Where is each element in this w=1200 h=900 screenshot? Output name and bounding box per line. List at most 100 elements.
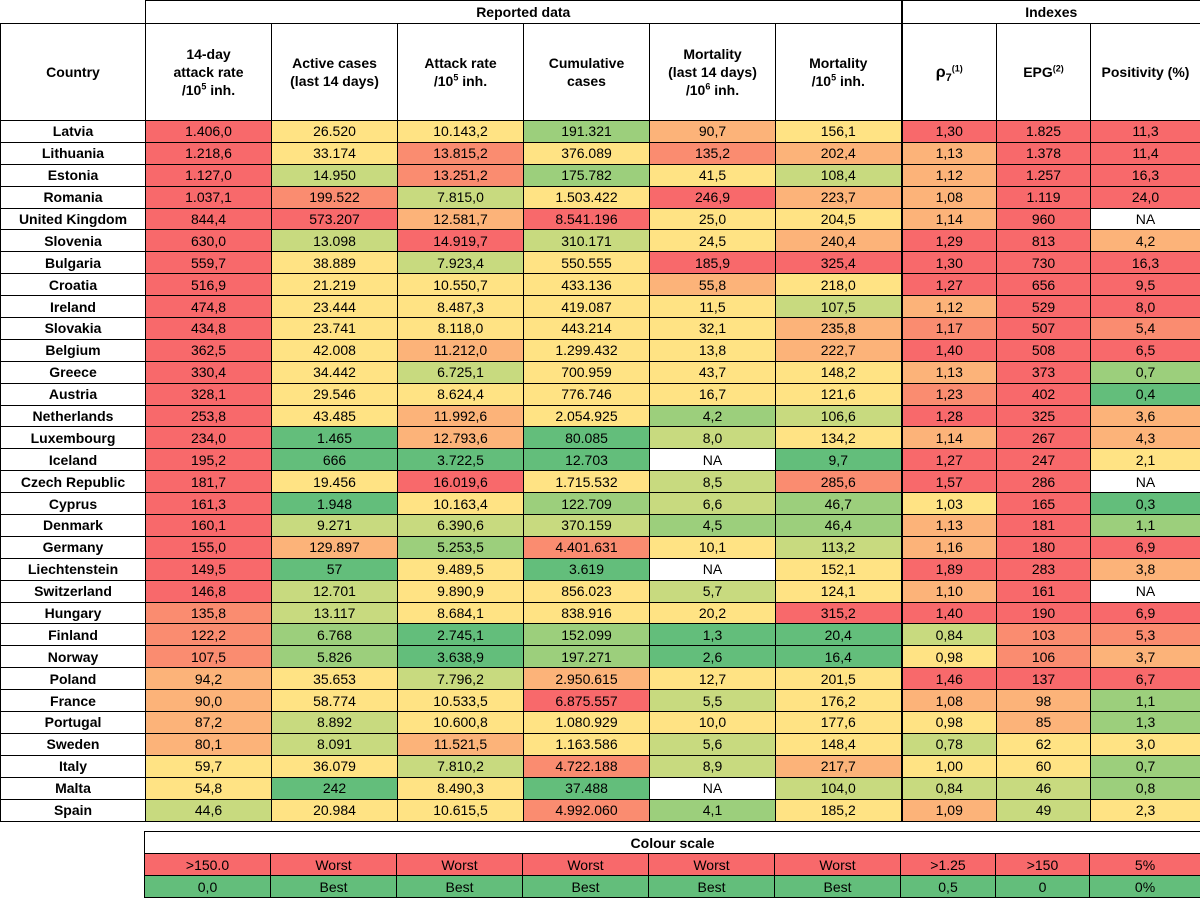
active-cases-cell: 42.008 (271, 338, 398, 362)
attack-rate-14day-cell: 80,1 (145, 732, 272, 756)
mortality-cell: 46,7 (775, 492, 902, 516)
label-line: Attack rate (424, 55, 497, 71)
table-row: Czech Republic 181,7 19.456 16.019,6 1.715.5… (0, 470, 1200, 494)
positivity-cell: 8,0 (1089, 295, 1200, 319)
attack-rate-14day-cell: 54,8 (145, 776, 272, 800)
label-sup: 5 (201, 81, 207, 92)
mortality-14days-cell: 5,7 (649, 579, 776, 603)
rho7-cell: 1,12 (900, 163, 997, 187)
rho7-cell: 1,40 (900, 601, 997, 625)
country-cell: Greece (0, 360, 146, 384)
attack-rate-cell: 7.923,4 (397, 251, 524, 275)
colour-scale-title: Colour scale (143, 831, 1200, 854)
attack-rate-14day-cell: 146,8 (145, 579, 272, 603)
active-cases-cell: 34.442 (271, 360, 398, 384)
attack-rate-14day-cell: 1.406,0 (145, 120, 272, 143)
active-cases-cell: 242 (271, 776, 398, 800)
positivity-cell: 0,8 (1089, 776, 1200, 800)
attack-rate-14day-cell: 362,5 (145, 338, 272, 362)
country-cell: Slovakia (0, 317, 146, 340)
mortality-cell: 113,2 (775, 535, 902, 559)
active-cases-cell: 6.768 (271, 623, 398, 647)
cumulative-cases-cell: 856.023 (523, 579, 650, 603)
mortality-cell: 152,1 (775, 557, 902, 581)
header-blank-cell (0, 0, 146, 24)
epg-cell: 103 (996, 623, 1091, 647)
label-line: /10 (811, 73, 832, 89)
table-body: Latvia 1.406,0 26.520 10.143,2 191.321 90,7 15… (0, 120, 1200, 822)
mortality-cell: 20,4 (775, 623, 902, 647)
epg-cell: 247 (996, 448, 1091, 472)
col-header-mortality-14days: Mortality (last 14 days) /106 inh. (649, 23, 776, 121)
attack-rate-cell: 8.487,3 (397, 295, 524, 319)
mortality-14days-cell: 41,5 (649, 163, 776, 187)
attack-rate-14day-cell: 1.127,0 (145, 163, 272, 187)
positivity-cell: 0,7 (1089, 360, 1200, 384)
cumulative-cases-cell: 1.080.929 (523, 711, 650, 734)
attack-rate-14day-cell: 87,2 (145, 711, 272, 734)
scale-best-cell: 0,0 (144, 875, 271, 898)
epg-cell: 529 (996, 295, 1091, 319)
group-header-reported-data: Reported data (145, 0, 902, 24)
attack-rate-14day-cell: 1.218,6 (145, 141, 272, 165)
epg-cell: 1.825 (996, 120, 1091, 143)
col-header-country: Country (0, 23, 146, 121)
mortality-14days-cell: 4,2 (649, 404, 776, 428)
positivity-cell: 5,4 (1089, 317, 1200, 340)
positivity-cell: 2,3 (1089, 798, 1200, 822)
mortality-cell: 104,0 (775, 776, 902, 800)
active-cases-cell: 21.219 (271, 273, 398, 297)
covid-data-table: Reported data Indexes Country 14-day atta… (0, 0, 1200, 822)
mortality-14days-cell: 11,5 (649, 295, 776, 319)
label-sup: 6 (705, 81, 711, 92)
active-cases-cell: 14.950 (271, 163, 398, 187)
attack-rate-14day-cell: 253,8 (145, 404, 272, 428)
positivity-cell: 16,3 (1089, 251, 1200, 275)
positivity-cell: 24,0 (1089, 185, 1200, 209)
country-cell: Romania (0, 185, 146, 209)
rho7-cell: 1,14 (900, 426, 997, 450)
label-line: EPG (1023, 64, 1053, 80)
attack-rate-14day-cell: 149,5 (145, 557, 272, 581)
country-cell: Italy (0, 754, 146, 778)
rho7-cell: 1,03 (900, 492, 997, 516)
rho7-cell: 1,12 (900, 295, 997, 319)
cumulative-cases-cell: 4.401.631 (523, 535, 650, 559)
attack-rate-cell: 13.815,2 (397, 141, 524, 165)
mortality-cell: 217,7 (775, 754, 902, 778)
attack-rate-14day-cell: 195,2 (145, 448, 272, 472)
cumulative-cases-cell: 6.875.557 (523, 689, 650, 713)
mortality-cell: 121,6 (775, 382, 902, 406)
scale-worst-cell: Worst (396, 853, 523, 876)
cumulative-cases-cell: 2.950.615 (523, 667, 650, 691)
epg-cell: 813 (996, 229, 1091, 253)
table-row: Germany 155,0 129.897 5.253,5 4.401.631 10,1 1… (0, 535, 1200, 559)
mortality-cell: 235,8 (775, 317, 902, 340)
attack-rate-cell: 10.600,8 (397, 711, 524, 734)
epg-cell: 60 (996, 754, 1091, 778)
col-header-rho7: ρ7(1) (900, 23, 997, 121)
label-line: attack rate (173, 64, 244, 80)
attack-rate-cell: 8.624,4 (397, 382, 524, 406)
cumulative-cases-cell: 443.214 (523, 317, 650, 340)
attack-rate-14day-cell: 59,7 (145, 754, 272, 778)
country-cell: Luxembourg (0, 426, 146, 450)
rho7-cell: 1,13 (900, 514, 997, 537)
epg-cell: 508 (996, 338, 1091, 362)
country-cell: Latvia (0, 120, 146, 143)
label-sup: (1) (951, 62, 963, 73)
rho7-cell: 1,17 (900, 317, 997, 340)
country-cell: Liechtenstein (0, 557, 146, 581)
country-cell: Czech Republic (0, 470, 146, 494)
cumulative-cases-cell: 152.099 (523, 623, 650, 647)
table-row: Liechtenstein 149,5 57 9.489,5 3.619 NA 152,1 1… (0, 557, 1200, 581)
label-line: cases (567, 73, 606, 89)
attack-rate-cell: 13.251,2 (397, 163, 524, 187)
rho7-cell: 1,10 (900, 579, 997, 603)
table-row: United Kingdom 844,4 573.207 12.581,7 8.541.… (0, 207, 1200, 231)
cumulative-cases-cell: 12.703 (523, 448, 650, 472)
mortality-14days-cell: NA (649, 557, 776, 581)
country-cell: Finland (0, 623, 146, 647)
attack-rate-cell: 8.118,0 (397, 317, 524, 340)
active-cases-cell: 26.520 (271, 120, 398, 143)
